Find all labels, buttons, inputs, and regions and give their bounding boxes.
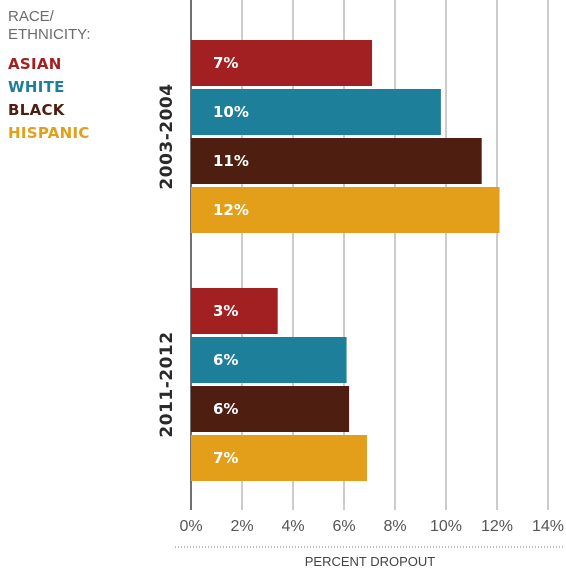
- tick-label: 8%: [383, 518, 406, 535]
- group-label: 2003-2004: [157, 83, 177, 189]
- x-axis-title: PERCENT DROPOUT: [305, 554, 436, 569]
- bars: 7% 10% 11% 12% 3% 6% 6% 7%: [191, 40, 500, 481]
- bar-data-label: 6%: [213, 351, 238, 369]
- bar: [191, 40, 373, 86]
- bar: [191, 337, 347, 383]
- bar-data-label: 3%: [213, 302, 238, 320]
- bar-data-label: 12%: [213, 201, 249, 219]
- tick-label: 0%: [179, 518, 202, 535]
- tick-label: 6%: [332, 518, 355, 535]
- bar: [191, 89, 441, 135]
- bar-data-label: 7%: [213, 54, 238, 72]
- legend-heading: RACE/ ETHNICITY:: [8, 8, 91, 43]
- legend: RACE/ ETHNICITY: ASIAN WHITE BLACK HISPA…: [8, 8, 91, 145]
- bar: [191, 386, 350, 432]
- bar-data-label: 11%: [213, 152, 249, 170]
- legend-item-white: WHITE: [8, 78, 65, 96]
- bar: [191, 435, 367, 481]
- bar-data-label: 10%: [213, 103, 249, 121]
- bar-data-label: 6%: [213, 400, 238, 418]
- x-axis-ticks: 0% 2% 4% 6% 8% 10% 12% 14%: [179, 518, 564, 535]
- tick-label: 14%: [532, 518, 564, 535]
- tick-label: 2%: [230, 518, 253, 535]
- bar: [191, 288, 278, 334]
- group-label: 2011-2012: [157, 331, 177, 437]
- tick-label: 10%: [430, 518, 462, 535]
- bar-data-label: 7%: [213, 449, 238, 467]
- group-labels: 2003-2004 2011-2012: [157, 83, 177, 437]
- tick-label: 12%: [481, 518, 513, 535]
- legend-item-asian: ASIAN: [8, 55, 62, 73]
- legend-item-black: BLACK: [8, 101, 65, 119]
- bar: [191, 187, 500, 233]
- legend-item-hispanic: HISPANIC: [8, 124, 90, 142]
- bar: [191, 138, 482, 184]
- tick-label: 4%: [281, 518, 304, 535]
